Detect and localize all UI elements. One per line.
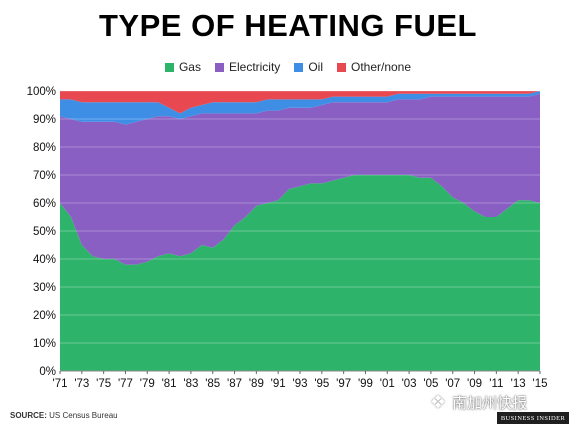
x-tick-label: '77 (118, 378, 133, 390)
x-tick-label: '09 (467, 378, 482, 390)
x-tick-label: '05 (423, 378, 438, 390)
y-tick-label: 30% (33, 282, 56, 294)
business-insider-logo: BUSINESS INSIDER (497, 412, 569, 424)
x-tick-label: '03 (402, 378, 417, 390)
y-tick-label: 80% (33, 142, 56, 154)
legend-item-other-none: Other/none (336, 60, 412, 74)
legend-swatch (214, 62, 224, 72)
x-tick-label: '11 (489, 378, 503, 390)
legend-item-gas: Gas (164, 60, 201, 74)
x-tick-label: '15 (533, 378, 548, 390)
x-tick-label: '07 (445, 378, 460, 390)
y-tick-label: 20% (33, 310, 56, 322)
x-tick-label: '13 (511, 378, 526, 390)
x-tick-label: '99 (358, 378, 373, 390)
x-tick-label: '01 (380, 378, 395, 390)
x-tick-label: '85 (205, 378, 220, 390)
area-series-other-none (60, 91, 540, 114)
x-tick-label: '93 (293, 378, 308, 390)
y-tick-label: 60% (33, 198, 56, 210)
source-note: SOURCE: US Census Bureau (10, 411, 118, 420)
y-tick-label: 40% (33, 254, 56, 266)
x-tick-label: '83 (183, 378, 198, 390)
y-tick-label: 100% (27, 86, 56, 98)
area-series-gas (60, 175, 540, 371)
legend-label: Gas (178, 60, 201, 74)
x-tick-label: '89 (249, 378, 264, 390)
x-tick-label: '81 (162, 378, 177, 390)
x-tick-label: '97 (336, 378, 351, 390)
y-tick-label: 10% (33, 338, 56, 350)
x-tick-label: '87 (227, 378, 242, 390)
watermark-text: 南加州快报 (452, 395, 528, 412)
legend-swatch (294, 62, 304, 72)
source-text: US Census Bureau (49, 411, 118, 420)
legend-swatch (336, 62, 346, 72)
x-tick-label: '73 (74, 378, 89, 390)
source-label: SOURCE: (10, 411, 47, 420)
y-tick-label: 50% (33, 226, 56, 238)
area-series-electricity (60, 93, 540, 265)
area-series-oil (60, 91, 540, 125)
y-tick-label: 70% (33, 170, 56, 182)
legend-item-electricity: Electricity (214, 60, 281, 74)
legend-item-oil: Oil (294, 60, 323, 74)
y-tick-label: 0% (39, 366, 56, 378)
x-tick-label: '79 (140, 378, 155, 390)
wechat-icon: ❖ (430, 392, 447, 412)
watermark: ❖ 南加州快报 (430, 392, 527, 413)
legend-swatch (164, 62, 174, 72)
chart-legend: Gas Electricity Oil Other/none (0, 60, 576, 74)
x-tick-label: '91 (271, 378, 286, 390)
y-tick-label: 90% (33, 114, 56, 126)
x-tick-label: '95 (314, 378, 329, 390)
x-tick-label: '71 (53, 378, 68, 390)
x-tick-label: '75 (96, 378, 111, 390)
legend-label: Electricity (228, 60, 281, 74)
chart-title: TYPE OF HEATING FUEL (99, 8, 477, 43)
legend-label: Other/none (350, 60, 412, 74)
legend-label: Oil (308, 60, 323, 74)
